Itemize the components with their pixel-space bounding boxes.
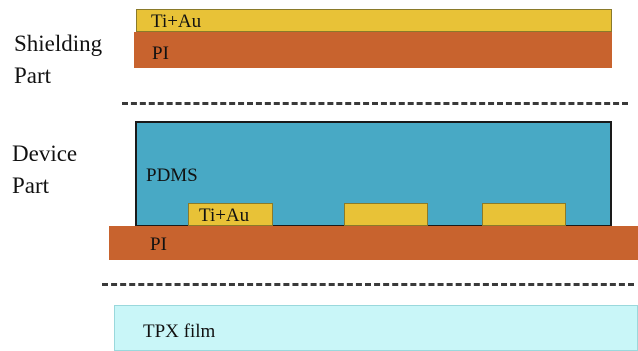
device-pi-label: PI	[150, 234, 167, 255]
pdms-label: PDMS	[146, 165, 198, 186]
electrode-3	[482, 203, 566, 226]
device-pi-layer: PI	[109, 226, 638, 260]
electrode-2	[344, 203, 428, 226]
shielding-ti-au-label: Ti+Au	[151, 11, 202, 32]
shielding-part-label-line1: Shielding	[14, 31, 103, 56]
electrode-1: Ti+Au	[188, 203, 273, 226]
device-part-label-line2: Part	[12, 173, 50, 198]
shielding-part-label-line2: Part	[14, 63, 52, 88]
electrode-label: Ti+Au	[199, 205, 250, 226]
device-part-label-line1: Device	[12, 141, 78, 166]
shielding-pi-layer: PI	[134, 32, 612, 68]
shielding-ti-au-layer: Ti+Au	[136, 9, 612, 32]
tpx-film-layer: TPX film	[114, 305, 638, 351]
section-divider-bottom	[102, 283, 634, 286]
shielding-pi-label: PI	[152, 43, 169, 64]
tpx-film-label: TPX film	[143, 321, 216, 342]
section-divider-top	[122, 102, 628, 105]
